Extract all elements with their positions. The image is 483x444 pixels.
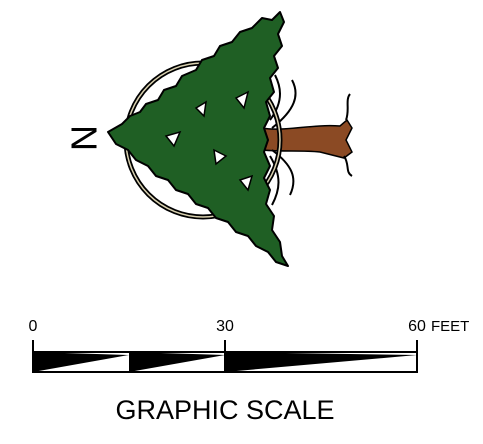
scale-tick-label: 60 — [408, 318, 426, 335]
scale-tick-label: 30 — [216, 318, 234, 335]
scale-tick-label: 0 — [29, 318, 38, 335]
north-label: N — [64, 125, 105, 151]
scale-bar-segment — [129, 352, 225, 372]
tree-trunk — [261, 118, 353, 159]
scale-unit: FEET — [431, 318, 469, 335]
tree-roots — [269, 74, 353, 206]
canopy-detail — [164, 90, 254, 192]
north-arrow: N — [64, 11, 353, 267]
scale-title: GRAPHIC SCALE — [115, 395, 334, 425]
scale-bar-segment — [33, 352, 129, 372]
tree-canopy — [107, 11, 289, 267]
scale-bar-segment — [225, 352, 417, 372]
graphic-scale: 0 30 60 FEET — [29, 318, 469, 373]
